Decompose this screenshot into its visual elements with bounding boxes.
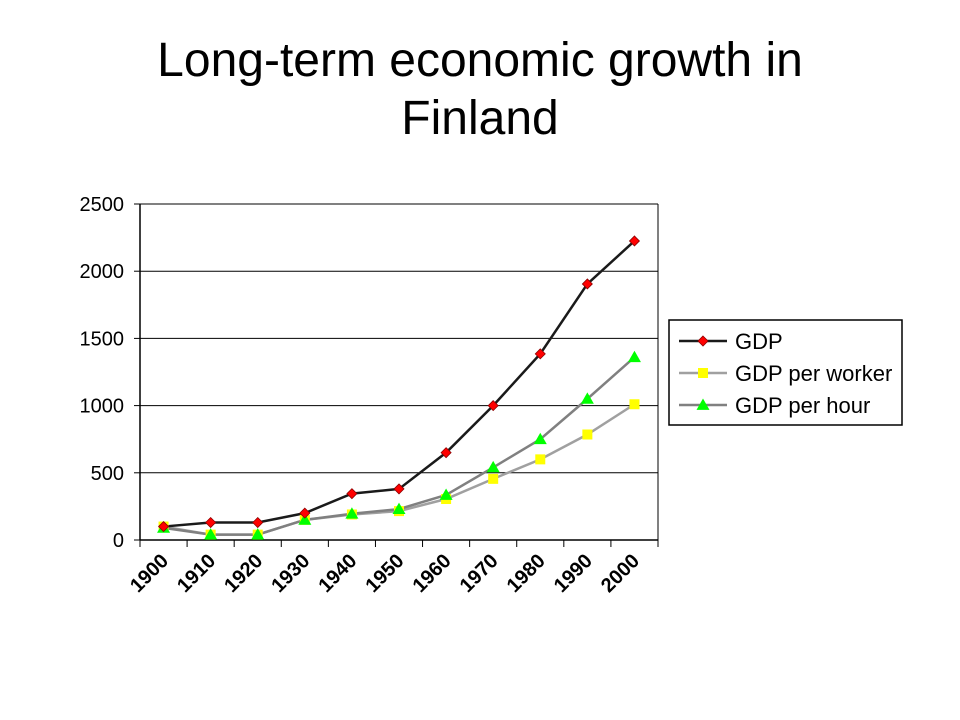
x-tick-label: 1990 [550, 550, 597, 597]
data-point [627, 350, 641, 363]
y-tick-label: 2000 [80, 261, 125, 283]
legend-marker [696, 398, 710, 410]
data-point [205, 516, 217, 529]
data-point [252, 516, 264, 529]
y-tick-label: 2500 [80, 194, 125, 216]
x-tick-label: 1980 [503, 550, 550, 597]
data-point [488, 473, 499, 484]
x-tick-label: 1920 [220, 550, 267, 597]
data-point [157, 520, 170, 533]
legend-marker [698, 368, 708, 378]
data-point [580, 392, 594, 404]
data-point [298, 513, 312, 525]
data-point [393, 483, 405, 495]
x-tick-label: 1970 [456, 550, 503, 597]
data-point [629, 399, 640, 410]
y-tick-label: 0 [113, 530, 124, 552]
x-tick-label: 1960 [409, 550, 456, 597]
data-point [581, 278, 593, 290]
y-tick-label: 500 [91, 463, 124, 485]
data-point [251, 528, 265, 540]
legend-label: GDP [735, 329, 783, 354]
y-tick-label: 1500 [80, 328, 125, 350]
slide-title: Long-term economic growth in Finland [157, 34, 803, 145]
x-tick-label: 2000 [597, 550, 644, 597]
x-tick-label: 1910 [173, 550, 220, 597]
legend-label: GDP per worker [735, 361, 892, 386]
x-tick-label: 1940 [314, 550, 361, 597]
data-point [440, 447, 452, 459]
data-point [345, 507, 359, 519]
data-point [392, 502, 406, 514]
data-point [582, 429, 593, 440]
legend-marker [697, 335, 709, 347]
legend-label: GDP per hour [735, 393, 870, 418]
y-tick-label: 1000 [80, 396, 125, 418]
data-point [534, 348, 546, 360]
data-point [487, 400, 499, 412]
x-tick-label: 1900 [126, 550, 173, 597]
data-point [486, 460, 500, 473]
data-point [535, 454, 546, 465]
data-point [439, 488, 453, 500]
data-point [204, 528, 218, 540]
x-tick-label: 1950 [362, 550, 409, 597]
data-point [346, 488, 358, 500]
data-point [533, 432, 547, 445]
x-tick-label: 1930 [267, 550, 314, 597]
data-point [628, 235, 641, 247]
data-point [299, 507, 311, 519]
